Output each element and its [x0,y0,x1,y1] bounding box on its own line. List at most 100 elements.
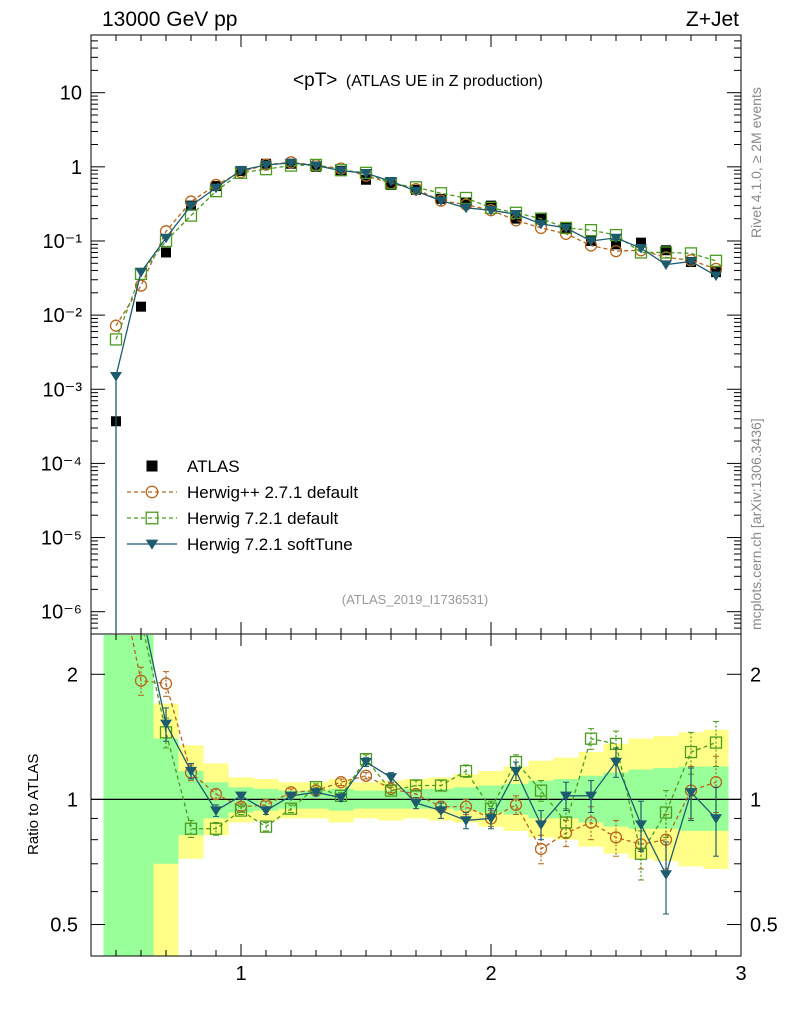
ratio-xtick-label: 1 [235,963,246,985]
ratio-point-herwig-7-2-1-default [559,816,573,829]
ratio-point-herwig-7-2-1-default [659,806,673,819]
ratio-point-herwig-7-2-1-softtune [535,820,547,830]
main-point-herwig-7-2-1-softtune [485,206,497,216]
analysis-id: (ATLAS_2019_I1736531) [342,592,488,607]
main-point-herwig-7-2-1-softtune [685,257,697,267]
main-ytick-label: 10⁻² [43,305,83,327]
ratio-band-inner [103,635,729,956]
main-point-herwig-7-2-1-softtune [635,243,647,254]
ratio-series [130,635,723,915]
legend-marker-herwig-7-2-1-softtune [145,539,159,550]
ratio-point-herwig-7-2-1-default [459,764,473,778]
main-point-herwig-7-2-1-softtune [510,209,522,220]
main-point-herwig-7-2-1-default [459,191,473,205]
process-label: Z+Jet [686,8,739,31]
main-ytick-label: 10 [60,83,82,105]
main-ytick-label: 10⁻³ [43,379,83,401]
ratio-ytick-label: 2 [67,664,78,686]
legend-label-atlas: ATLAS [187,457,240,476]
main-point-atlas [136,301,146,312]
ratio-point-herwig-7-2-1-softtune [335,793,347,804]
main-point-herwig-7-2-1-softtune [560,223,572,234]
ratio-point-herwig-7-2-1-default [184,822,198,835]
ratio-ytick-label-right: 1 [750,789,761,811]
main-point-herwig-7-2-1-softtune [260,160,272,171]
ratio-bands [103,635,729,956]
main-series [109,156,723,634]
main-axes: 10 1 10⁻¹ 10⁻² 10⁻³ 10⁻⁴ 10⁻⁵ 10⁻⁶ [41,34,742,635]
main-ytick-label: 10⁻⁶ [41,602,82,624]
ratio-point-herwig-7-2-1-softtune [410,798,422,809]
plot-title: <pT> (ATLAS UE in Z production) [293,70,543,91]
ratio-point-herwig-7-2-1-default [234,804,248,817]
main-point-herwig-7-2-1-softtune [135,267,147,278]
main-point-herwig-7-2-1-softtune [160,233,172,244]
plot-title-sub: (ATLAS UE in Z production) [346,73,543,90]
ratio-point-herwig-7-2-1-default [409,779,423,792]
main-ytick-label: 10⁻⁴ [41,453,82,475]
main-point-atlas [161,247,171,258]
ratio-point-herwig-7-2-1-softtune [435,806,447,816]
main-point-herwig-7-2-1-default [559,221,573,235]
ratio-axes: 0.5 0.5 1 1 2 2 1 2 3 [50,634,778,985]
ratio-ytick-label-right: 2 [750,664,761,686]
ratio-xtick-label: 2 [485,963,496,985]
ratio-point-herwig-7-2-1-default [534,784,548,797]
main-point-herwig-7-2-1-softtune [710,271,722,282]
ratio-point-herwig-7-2-1-softtune [485,814,497,824]
main-point-herwig-7-2-1-softtune [535,219,547,230]
rivet-label: Rivet 4.1.0, ≥ 2M events [748,87,764,238]
main-point-herwig-7-2-1-softtune [360,169,372,179]
ratio-point-herwig-7-2-1-default [259,820,273,833]
legend-marker-herwig-2-7-1-default [145,485,159,499]
ratio-point-herwig-7-2-1-softtune [660,870,672,880]
main-point-herwig-7-2-1-default [109,333,123,346]
main-point-herwig-2-7-1-default [134,279,148,292]
main-point-herwig-2-7-1-default [434,194,448,207]
main-point-herwig-7-2-1-softtune [385,177,397,187]
main-point-herwig-7-2-1-default [584,223,598,237]
legend-label-herwig-2-7-1-default: Herwig++ 2.7.1 default [187,483,358,502]
main-point-atlas [461,197,471,208]
ratio-point-herwig-2-7-1-default [134,674,148,687]
ratio-point-herwig-7-2-1-softtune [360,757,372,768]
ratio-point-herwig-7-2-1-default [284,802,298,815]
main-point-atlas [611,239,621,250]
energy-label: 13000 GeV pp [102,8,237,31]
ratio-point-herwig-7-2-1-softtune [210,806,222,816]
ratio-point-herwig-7-2-1-softtune [285,791,297,802]
ratio-point-herwig-7-2-1-softtune [385,773,397,783]
ratio-point-herwig-2-7-1-default [209,787,223,801]
ratio-ytick-label: 0.5 [50,915,78,937]
main-point-atlas [361,174,371,185]
main-point-atlas [486,200,496,211]
ratio-point-herwig-7-2-1-softtune [635,820,647,830]
main-point-herwig-7-2-1-default [659,246,673,259]
ratio-point-herwig-7-2-1-softtune [510,766,522,777]
ratio-point-herwig-7-2-1-softtune [310,788,322,798]
ratio-point-herwig-7-2-1-default [684,745,698,759]
legend-label-herwig-7-2-1-default: Herwig 7.2.1 default [187,509,338,528]
main-point-herwig-7-2-1-default [709,254,723,267]
ratio-point-herwig-7-2-1-softtune [160,719,172,730]
ratio-ylabel: Ratio to ATLAS [25,754,42,855]
ratio-point-herwig-7-2-1-default [209,822,223,835]
ratio-point-herwig-7-2-1-softtune [685,788,697,798]
main-point-herwig-7-2-1-softtune [235,166,247,176]
ratio-point-herwig-7-2-1-default [434,779,448,792]
legend-marker-herwig-7-2-1-default [145,511,159,525]
legend-marker-atlas [146,460,158,472]
ratio-point-herwig-2-7-1-default [534,842,548,856]
main-point-atlas [636,237,646,248]
main-point-herwig-7-2-1-softtune [410,186,422,197]
main-point-herwig-7-2-1-softtune [435,196,447,207]
ratio-point-herwig-7-2-1-softtune [460,816,472,826]
ratio-line-herwig-7-2-1-default [143,635,717,856]
ratio-point-herwig-7-2-1-default [584,732,598,745]
ratio-point-herwig-7-2-1-softtune [610,757,622,768]
ratio-point-herwig-7-2-1-softtune [585,791,597,802]
legend-label-herwig-7-2-1-softtune: Herwig 7.2.1 softTune [187,535,353,554]
ratio-point-herwig-2-7-1-default [509,798,523,812]
main-ytick-label: 1 [71,157,82,179]
